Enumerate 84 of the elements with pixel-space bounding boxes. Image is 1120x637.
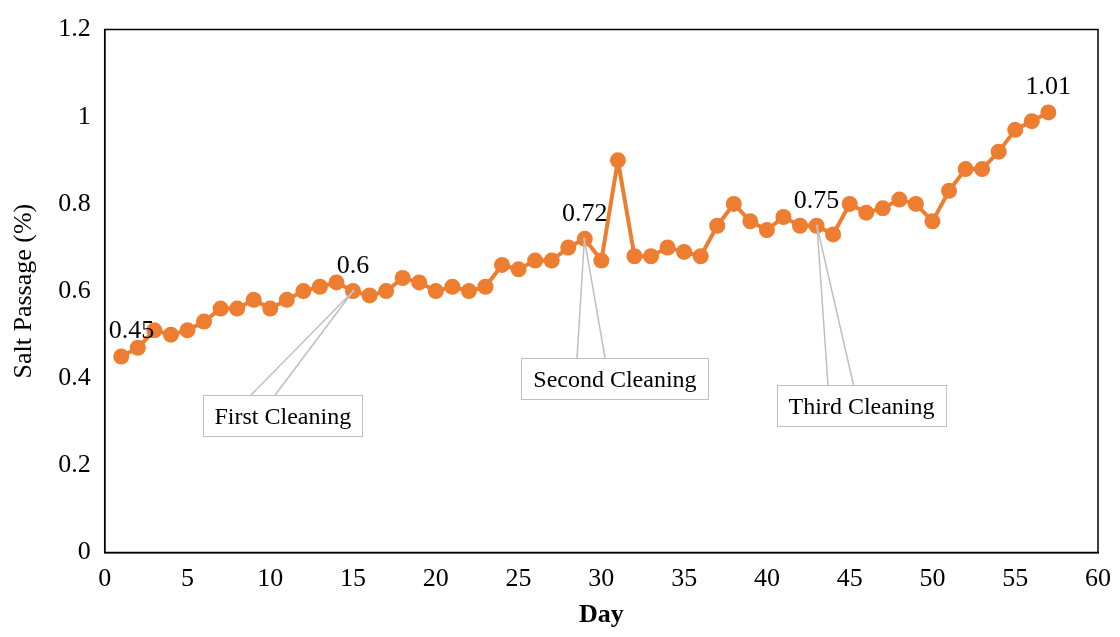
x-tick-label: 55 — [1002, 563, 1029, 593]
point — [411, 274, 428, 291]
point — [1007, 121, 1024, 138]
point — [361, 287, 378, 304]
point — [113, 348, 130, 365]
point — [874, 200, 891, 217]
point — [196, 313, 213, 330]
point — [229, 300, 246, 317]
point — [643, 248, 660, 265]
point — [510, 261, 527, 278]
point — [990, 143, 1007, 160]
point — [725, 195, 742, 212]
point — [924, 213, 941, 230]
data-label: 0.6 — [336, 249, 370, 279]
point — [129, 339, 146, 356]
point — [560, 239, 577, 256]
y-tick-label: 0.6 — [58, 274, 91, 304]
point — [676, 243, 693, 260]
point — [494, 256, 511, 273]
point — [758, 222, 775, 239]
point — [974, 161, 991, 178]
y-tick-label: 0.4 — [58, 362, 91, 392]
point — [212, 300, 229, 317]
point — [841, 195, 858, 212]
point — [262, 300, 279, 317]
point — [808, 217, 825, 234]
x-tick-label: 15 — [340, 563, 367, 593]
point — [907, 195, 924, 212]
annotation: Third Cleaning — [776, 384, 947, 427]
point — [626, 248, 643, 265]
x-tick-label: 30 — [588, 563, 615, 593]
point — [378, 283, 395, 300]
data-label: 1.01 — [1025, 71, 1072, 101]
point — [941, 182, 958, 199]
x-tick-label: 40 — [753, 563, 780, 593]
point — [527, 252, 544, 269]
x-tick-label: 60 — [1085, 563, 1111, 593]
point — [278, 291, 295, 308]
point — [692, 248, 709, 265]
y-axis-title: Salt Passage (%) — [8, 203, 38, 379]
x-tick-label: 35 — [671, 563, 698, 593]
x-tick-label: 0 — [98, 563, 112, 593]
point — [858, 204, 875, 221]
point — [460, 283, 477, 300]
x-tick-label: 20 — [422, 563, 449, 593]
point — [444, 278, 461, 295]
point — [1040, 104, 1057, 121]
point — [345, 283, 362, 300]
x-tick-label: 5 — [180, 563, 194, 593]
annotation: Second Cleaning — [521, 357, 709, 400]
y-tick-label: 0.2 — [58, 449, 91, 479]
x-tick-label: 45 — [836, 563, 863, 593]
data-label: 0.72 — [562, 197, 608, 227]
point — [891, 191, 908, 208]
point — [311, 278, 328, 295]
point — [162, 326, 179, 343]
point — [792, 217, 809, 234]
y-tick-label: 0.8 — [58, 187, 91, 217]
point — [609, 152, 626, 169]
point — [179, 322, 196, 339]
point — [543, 252, 560, 269]
y-tick-label: 1 — [77, 100, 91, 130]
point — [775, 209, 792, 226]
point — [593, 252, 610, 269]
point — [477, 278, 494, 295]
x-tick-label: 25 — [505, 563, 532, 593]
data-label: 0.75 — [793, 184, 840, 214]
point — [245, 291, 262, 308]
y-tick-label: 1.2 — [58, 13, 91, 43]
point — [825, 226, 842, 243]
point — [957, 161, 974, 178]
point — [1023, 113, 1040, 130]
x-tick-label: 50 — [919, 563, 946, 593]
point — [709, 217, 726, 234]
x-axis-title: Day — [578, 599, 624, 629]
point — [742, 213, 759, 230]
x-tick-label: 10 — [257, 563, 284, 593]
point — [328, 274, 345, 291]
annotation: First Cleaning — [202, 395, 364, 438]
point — [295, 283, 312, 300]
point — [659, 239, 676, 256]
point — [394, 270, 411, 287]
point — [427, 283, 444, 300]
y-tick-label: 0 — [77, 536, 91, 566]
